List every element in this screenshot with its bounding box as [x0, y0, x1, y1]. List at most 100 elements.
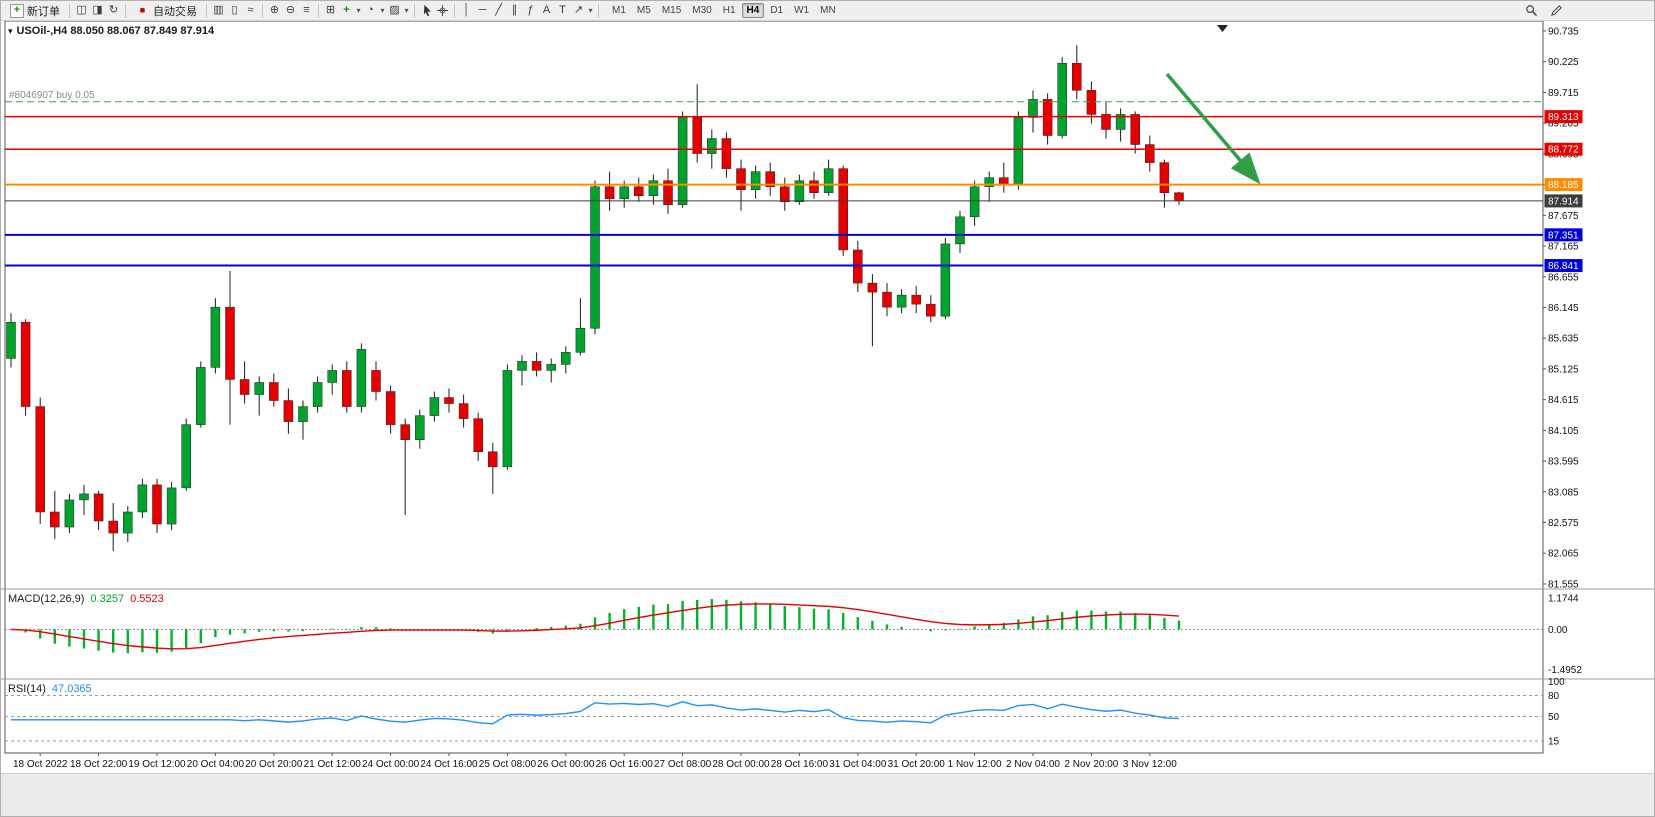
candle	[385, 385, 396, 434]
candle-body-bear	[1072, 62, 1082, 91]
templates-icon[interactable]: ▨	[389, 4, 400, 16]
candle	[896, 289, 907, 314]
tf-button-M30[interactable]: M30	[687, 3, 717, 18]
candle-body-bear	[1130, 114, 1140, 145]
macd-axis-label: 1.1744	[1548, 593, 1579, 604]
candle	[867, 274, 878, 347]
candle	[283, 388, 294, 434]
cursor-icon[interactable]	[419, 3, 434, 18]
indicators-dropdown-caret[interactable]: ▾	[356, 6, 361, 15]
candle-body-bull	[561, 352, 571, 365]
price-tick-label: 82.575	[1548, 518, 1579, 529]
tf-button-H1[interactable]: H1	[717, 3, 741, 18]
zoom-in-icon[interactable]: ⊕	[269, 4, 280, 16]
line-chart-icon[interactable]: ≈	[247, 4, 254, 16]
search-icon[interactable]	[1524, 3, 1539, 18]
tf-button-D1[interactable]: D1	[765, 3, 789, 18]
periods-icon[interactable]: ◔	[367, 4, 374, 16]
candle	[210, 298, 221, 374]
candle-body-bear	[809, 180, 819, 193]
tile-windows-icon[interactable]: ⊞	[325, 4, 336, 16]
candle	[984, 171, 994, 202]
channel-tool-icon[interactable]: ∥	[511, 4, 518, 16]
candle	[93, 490, 104, 531]
tf-button-M1[interactable]: M1	[607, 3, 631, 18]
refresh-icon[interactable]: ↻	[108, 4, 119, 16]
candle	[882, 283, 892, 317]
fibonacci-tool-icon[interactable]: ƒ	[527, 4, 534, 16]
candle	[137, 478, 148, 519]
toolbar-separator	[318, 3, 319, 18]
candle-body-bull	[123, 511, 133, 534]
candle-body-bull	[254, 382, 264, 395]
tf-button-MN[interactable]: MN	[815, 3, 841, 18]
candle	[1028, 90, 1038, 133]
horizontal-line-tool-icon[interactable]: ─	[478, 4, 487, 16]
chart-list-icon[interactable]: ≡	[303, 4, 310, 16]
candle	[415, 409, 425, 449]
tf-button-M5[interactable]: M5	[631, 3, 656, 18]
price-tick-label: 87.675	[1548, 211, 1579, 222]
time-axis-label: 31 Oct 04:00	[829, 759, 887, 770]
candle-body-bull	[940, 243, 951, 317]
candle-body-bear	[35, 406, 45, 513]
bar-chart-icon[interactable]: ▥	[213, 4, 224, 16]
price-tick-label: 90.735	[1548, 27, 1579, 38]
candle-body-bear	[108, 520, 118, 534]
toolbar-separator	[262, 3, 263, 18]
chart-canvas[interactable]: 90.73590.22589.71589.20588.69588.18587.6…	[1, 20, 1655, 776]
time-axis-label: 21 Oct 12:00	[304, 759, 362, 770]
candle	[298, 400, 308, 440]
candlestick-chart-icon[interactable]: ▯	[231, 4, 238, 16]
candle	[400, 418, 410, 515]
autotrading-button[interactable]: ■ 自动交易	[130, 2, 202, 19]
macd-axis-label: -1.4952	[1548, 665, 1582, 676]
shapes-tool-icon[interactable]: ↗	[573, 4, 584, 16]
time-axis-label: 2 Nov 04:00	[1006, 759, 1060, 770]
toolbar-separator	[69, 3, 70, 18]
chart-window-icon[interactable]: ◫	[76, 4, 87, 16]
candle-body-bull	[181, 424, 191, 489]
tf-button-W1[interactable]: W1	[789, 3, 815, 18]
crosshair-icon[interactable]	[435, 3, 450, 18]
periods-dropdown-caret[interactable]: ▾	[380, 6, 385, 15]
trendline-tool-icon[interactable]: ╱	[495, 4, 502, 16]
rsi-axis-label: 80	[1548, 691, 1560, 702]
candle	[911, 286, 921, 314]
candle	[356, 343, 367, 413]
candle	[648, 174, 659, 205]
candle-body-bear	[20, 321, 31, 407]
zoom-out-icon[interactable]: ⊖	[285, 4, 296, 16]
candle-body-bear	[999, 177, 1009, 184]
templates-dropdown-caret[interactable]: ▾	[404, 6, 409, 15]
candle-body-bull	[502, 370, 513, 468]
indicators-icon[interactable]: +	[343, 4, 350, 16]
profile-icon[interactable]: ◨	[92, 4, 103, 16]
candle-body-bear	[604, 186, 615, 200]
new-order-button[interactable]: + 新订单	[5, 2, 65, 19]
candle	[239, 361, 250, 404]
shapes-dropdown-caret[interactable]: ▾	[588, 6, 593, 15]
candle	[444, 388, 454, 413]
vertical-line-tool-icon[interactable]: │	[463, 4, 470, 16]
candle-body-bear	[867, 282, 878, 293]
candle	[780, 177, 790, 211]
candle	[327, 364, 337, 395]
candle-body-bull	[298, 406, 308, 422]
candle	[1013, 111, 1024, 190]
candle-body-bear	[152, 484, 162, 525]
price-tick-label: 85.125	[1548, 364, 1579, 375]
chart-shift-marker[interactable]	[1217, 25, 1228, 32]
text-tool-icon[interactable]: A	[542, 4, 551, 16]
edit-icon[interactable]	[1549, 3, 1564, 18]
macd-signal-line	[10, 603, 1180, 650]
candle-body-bear	[239, 379, 250, 395]
tf-button-H4[interactable]: H4	[741, 3, 765, 18]
candle-body-bull	[79, 493, 89, 501]
candle-body-bull	[575, 328, 586, 353]
tf-button-M15[interactable]: M15	[656, 3, 687, 18]
trend-arrow-annotation[interactable]	[1165, 72, 1261, 185]
time-axis-label: 18 Oct 2022	[13, 759, 68, 770]
candle	[823, 159, 834, 196]
label-tool-icon[interactable]: T	[559, 4, 566, 16]
